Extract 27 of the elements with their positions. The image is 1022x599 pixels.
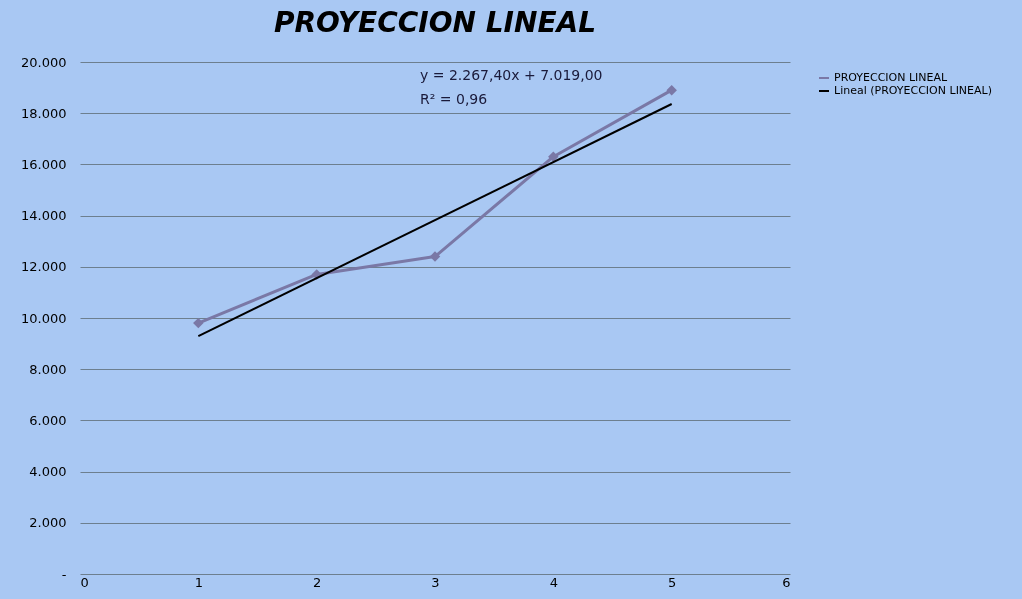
chart-title: PROYECCION LINEAL — [273, 6, 597, 39]
x-tick-label: 1 — [194, 574, 203, 590]
y-tick-label: - — [61, 566, 67, 582]
point — [548, 151, 559, 162]
y-tick-label: 2.000 — [29, 515, 67, 531]
annotation: y = 2.267,40x + 7.019,00 — [420, 67, 603, 83]
y-tick-label: 18.000 — [21, 105, 67, 121]
y-tick-label: 6.000 — [29, 412, 67, 428]
point — [193, 317, 204, 329]
y-tick-label: 20.000 — [21, 54, 67, 70]
point — [429, 251, 441, 262]
x-tick-label: 3 — [431, 574, 440, 590]
y-tick-label: 10.000 — [21, 310, 67, 326]
x-tick-label: 2 — [313, 574, 322, 590]
x-tick-label: 4 — [549, 574, 558, 590]
y-tick-label: 8.000 — [29, 361, 67, 377]
legend-label: PROYECCION LINEAL — [834, 71, 949, 84]
y-tick-label: 16.000 — [21, 156, 67, 172]
y-tick-label: 4.000 — [29, 464, 67, 480]
y-tick-label: 14.000 — [21, 208, 67, 224]
x-tick-label: 0 — [80, 574, 89, 590]
legend-label: Lineal (PROYECCION LINEAL) — [834, 84, 992, 97]
x-tick-label: 6 — [782, 574, 791, 590]
annotation: R² = 0,96 — [420, 91, 488, 107]
point — [666, 84, 677, 96]
x-tick-label: 5 — [668, 574, 677, 590]
y-tick-label: 12.000 — [21, 259, 67, 275]
